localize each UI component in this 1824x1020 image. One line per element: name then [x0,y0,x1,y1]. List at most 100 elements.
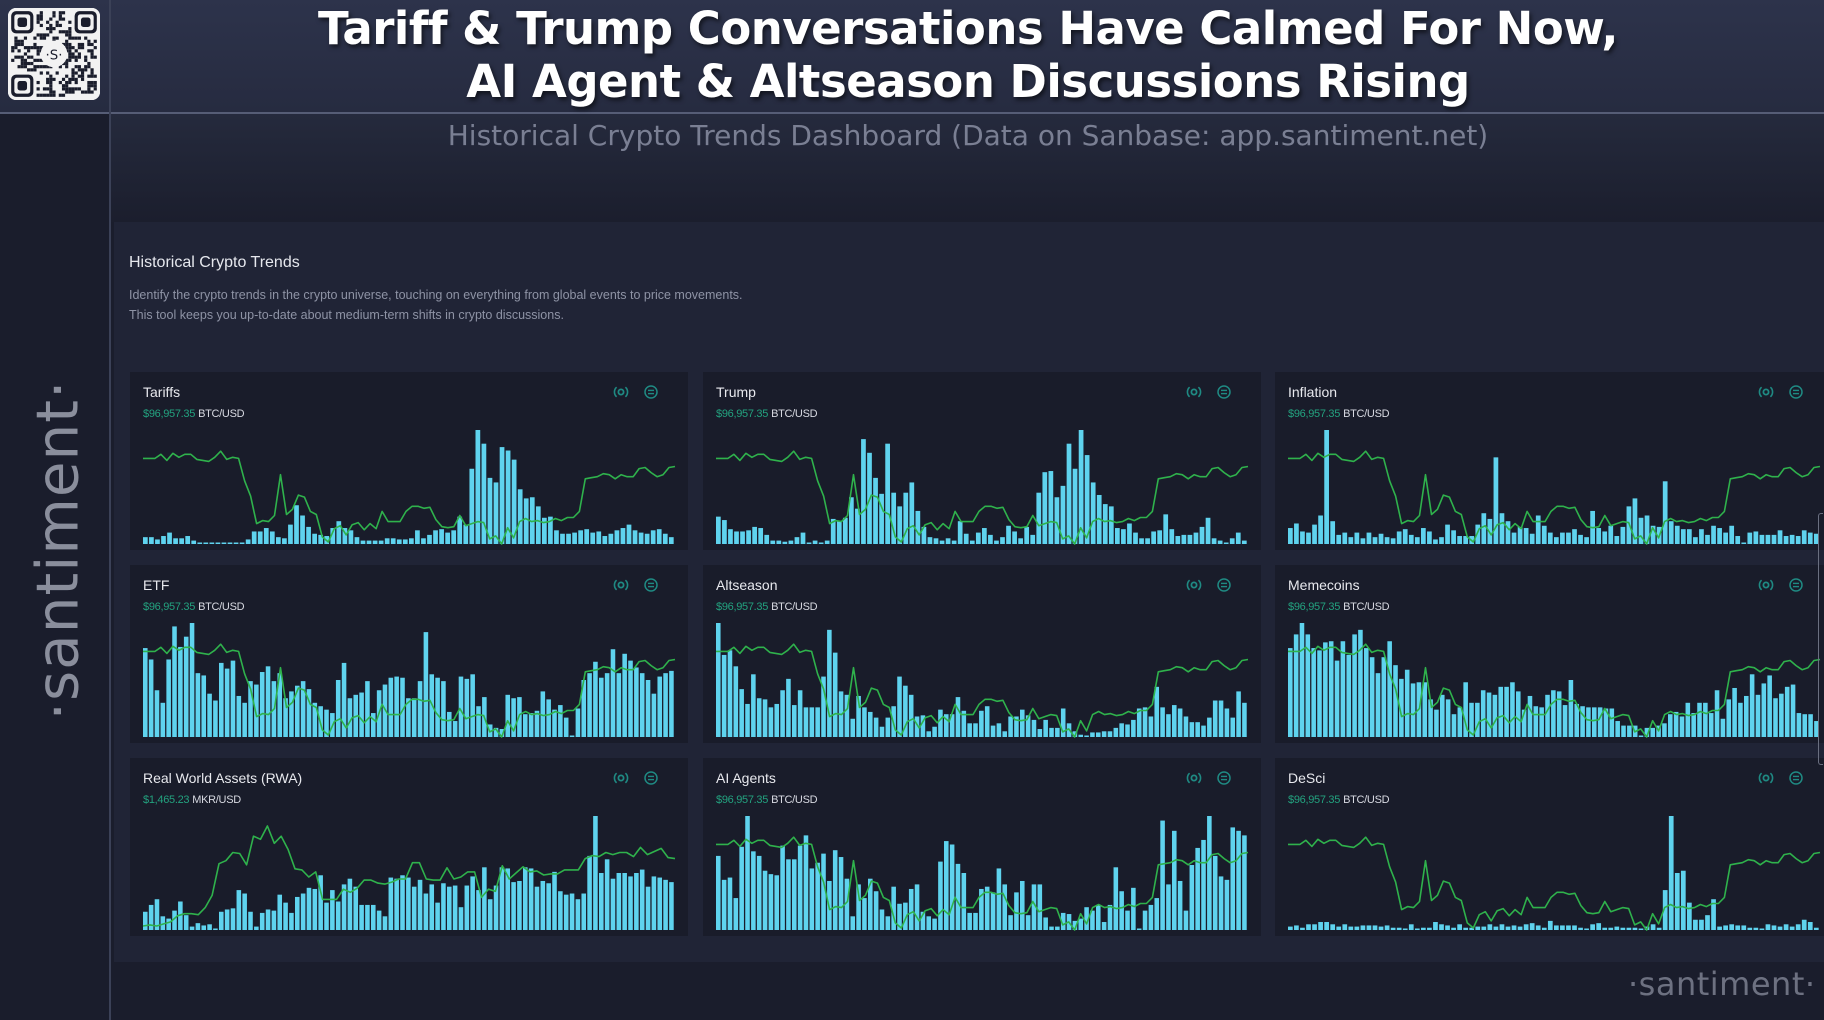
volume-bar [1020,880,1025,930]
volume-bar [213,928,218,930]
broadcast-icon[interactable] [1186,577,1202,593]
broadcast-icon[interactable] [613,384,629,400]
volume-bar [1133,532,1138,544]
volume-bar [1348,926,1354,930]
volume-bar [1324,922,1329,930]
volume-bar [378,540,384,544]
volume-bar [891,886,896,930]
trend-card-tariffs[interactable]: Tariffs $96,957.35 BTC/USD [130,372,688,550]
volume-bar [774,875,780,930]
trend-chart[interactable] [143,619,676,738]
volume-bar [1207,717,1212,737]
volume-bar [239,542,245,544]
volume-bar [523,498,529,544]
volume-bar [780,845,785,930]
volume-bar [1384,925,1390,930]
volume-bar [347,878,353,930]
card-title: Tariffs [143,384,181,400]
volume-bar [1369,657,1375,737]
trend-card-inflation[interactable]: Inflation $96,957.35 BTC/USD [1275,372,1824,550]
trend-chart[interactable] [143,426,676,545]
circle-menu-icon[interactable] [1216,384,1232,400]
price-pair: BTC/USD [198,601,245,613]
price-value: $96,957.35 [716,408,769,420]
broadcast-icon[interactable] [1758,770,1774,786]
volume-bar [1759,534,1765,544]
circle-menu-icon[interactable] [643,384,659,400]
volume-bar [552,709,557,737]
trend-chart[interactable] [716,426,1249,545]
trend-card-memecoins[interactable]: Memecoins $96,957.35 BTC/USD [1275,565,1824,743]
broadcast-icon[interactable] [1758,577,1774,593]
volume-bar [224,909,230,930]
trend-chart[interactable] [1288,812,1821,931]
volume-bar [1148,716,1154,737]
circle-menu-icon[interactable] [643,577,659,593]
volume-bar [233,542,239,544]
volume-bar [1445,524,1450,544]
circle-menu-icon[interactable] [1216,770,1232,786]
circle-menu-icon[interactable] [1788,577,1804,593]
volume-bar [1783,924,1789,930]
circle-menu-icon[interactable] [1788,384,1804,400]
volume-bar [596,531,602,544]
volume-bar [1014,716,1019,737]
volume-bar [1211,538,1217,544]
volume-bar [879,726,885,737]
volume-bar [1723,925,1728,930]
trend-card-trump[interactable]: Trump $96,957.35 BTC/USD [703,372,1261,550]
trend-card-altseason[interactable]: Altseason $96,957.35 BTC/USD [703,565,1261,743]
broadcast-icon[interactable] [613,770,629,786]
volume-bar [844,878,850,930]
volume-bar [1687,529,1692,544]
volume-bar [1428,699,1433,737]
trend-card-desci[interactable]: DeSci $96,957.35 BTC/USD [1275,758,1824,936]
broadcast-icon[interactable] [1758,384,1774,400]
volume-bar [938,861,943,930]
broadcast-icon[interactable] [613,577,629,593]
volume-bar [716,623,721,737]
circle-menu-icon[interactable] [1788,770,1804,786]
volume-bar [470,674,475,737]
volume-bar [975,532,981,544]
subtitle-band [111,114,1824,222]
volume-bar [616,673,622,737]
trend-chart[interactable] [1288,426,1821,545]
volume-bar [230,908,236,930]
trend-card-real-world-assets-rwa[interactable]: Real World Assets (RWA) $1,465.23 MKR/USD [130,758,688,936]
broadcast-icon[interactable] [1186,770,1202,786]
volume-bar [499,729,505,737]
qr-code[interactable]: ·S· [8,8,100,100]
volume-bar [1157,530,1163,544]
price-line [716,643,1249,738]
volume-bar [1366,925,1372,930]
trend-chart[interactable] [716,812,1249,931]
trend-chart[interactable] [716,619,1249,738]
volume-bar [1390,927,1396,930]
volume-bar [1043,719,1048,737]
volume-bar [1101,922,1107,930]
volume-bar [920,911,926,930]
trend-chart[interactable] [1288,619,1821,738]
card-title: Memecoins [1288,577,1360,593]
circle-menu-icon[interactable] [1216,577,1232,593]
trend-card-ai-agents[interactable]: AI Agents $96,957.35 BTC/USD [703,758,1261,936]
volume-bar [447,886,452,930]
volume-bar [154,899,160,930]
volume-bar [1584,928,1589,930]
trend-card-etf[interactable]: ETF $96,957.35 BTC/USD [130,565,688,743]
volume-bar [1621,725,1626,737]
broadcast-icon[interactable] [1186,384,1202,400]
scrollbar-edge[interactable] [1818,513,1823,765]
volume-bar [967,912,972,930]
circle-menu-icon[interactable] [643,770,659,786]
volume-bar [1107,731,1113,737]
volume-bar [318,875,323,930]
volume-bar [1789,926,1795,930]
volume-bar [1346,654,1352,737]
volume-bar [1457,924,1462,930]
volume-bar [1084,455,1090,544]
volume-bar [1175,536,1181,544]
volume-bar [1615,721,1620,737]
trend-chart[interactable] [142,812,676,930]
